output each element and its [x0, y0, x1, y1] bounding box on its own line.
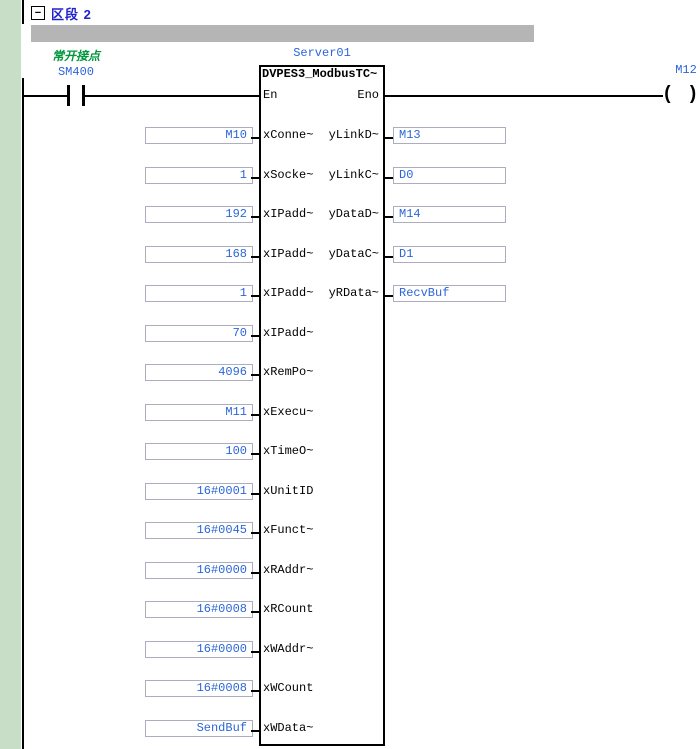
power-rail-segment-top — [22, 0, 24, 24]
input-pin-label: xUnitID — [263, 484, 314, 498]
fb-en-pin-label: En — [263, 88, 278, 102]
input-pin-label: xTimeO~ — [263, 444, 314, 458]
coil-symbol-open[interactable]: ( — [662, 83, 674, 105]
input-value-box[interactable]: M11 — [145, 404, 253, 421]
output-pin-connector — [385, 216, 393, 218]
input-pin-connector — [251, 493, 261, 495]
input-value-box[interactable]: 192 — [145, 206, 253, 223]
input-value-box[interactable]: 16#0045 — [145, 522, 253, 539]
editor-left-margin — [0, 0, 21, 749]
fb-instance-name[interactable]: Server01 — [293, 46, 351, 60]
fb-type-name: DVPES3_ModbusTC~ — [262, 67, 378, 81]
input-pin-label: xConne~ — [263, 128, 314, 142]
output-pin-label: yLinkD~ — [328, 128, 379, 142]
output-pin-label: yLinkC~ — [328, 168, 379, 182]
input-pin-label: xWData~ — [263, 721, 314, 735]
input-pin-connector — [251, 730, 261, 732]
input-pin-connector — [251, 256, 261, 258]
input-value-box[interactable]: 16#0008 — [145, 680, 253, 697]
input-value-box[interactable]: 4096 — [145, 364, 253, 381]
output-value-box[interactable]: D0 — [393, 167, 506, 184]
input-pin-label: xFunct~ — [263, 523, 314, 537]
input-pin-connector — [251, 335, 261, 337]
input-value-box[interactable]: 1 — [145, 285, 253, 302]
power-rail-segment-network — [22, 78, 24, 749]
output-value-box[interactable]: M13 — [393, 127, 506, 144]
output-pin-connector — [385, 177, 393, 179]
output-pin-connector — [385, 256, 393, 258]
output-pin-connector — [385, 295, 393, 297]
input-pin-label: xIPadd~ — [263, 247, 314, 261]
output-pin-label: yRData~ — [328, 286, 379, 300]
output-value-box[interactable]: RecvBuf — [393, 285, 506, 302]
contact-comment-label: 常开接点 — [51, 49, 100, 63]
rung-wire-contact-to-block — [85, 95, 259, 97]
output-pin-connector — [385, 137, 393, 139]
input-pin-connector — [251, 690, 261, 692]
input-pin-label: xIPadd~ — [263, 207, 314, 221]
input-pin-label: xSocke~ — [263, 168, 314, 182]
coil-symbol-close[interactable]: ) — [687, 83, 699, 105]
input-value-box[interactable]: SendBuf — [145, 720, 253, 737]
rung-wire-rail-to-contact — [24, 95, 68, 97]
input-value-box[interactable]: 16#0000 — [145, 641, 253, 658]
input-value-box[interactable]: 16#0000 — [145, 562, 253, 579]
input-pin-connector — [251, 414, 261, 416]
fb-eno-pin-label: Eno — [357, 88, 379, 102]
input-pin-connector — [251, 295, 261, 297]
input-pin-connector — [251, 177, 261, 179]
coil-operand-label[interactable]: M12 — [675, 63, 697, 77]
contact-operand-label[interactable]: SM400 — [57, 65, 94, 79]
input-pin-connector — [251, 651, 261, 653]
input-pin-label: xIPadd~ — [263, 326, 314, 340]
output-pin-label: yDataD~ — [328, 207, 379, 221]
output-value-box[interactable]: M14 — [393, 206, 506, 223]
input-pin-label: xExecu~ — [263, 405, 314, 419]
output-value-box[interactable]: D1 — [393, 246, 506, 263]
function-block[interactable] — [259, 65, 385, 746]
input-value-box[interactable]: 100 — [145, 443, 253, 460]
input-pin-label: xRAddr~ — [263, 563, 314, 577]
input-value-box[interactable]: M10 — [145, 127, 253, 144]
input-pin-connector — [251, 374, 261, 376]
input-pin-label: xRemPo~ — [263, 365, 314, 379]
input-value-box[interactable]: 1 — [145, 167, 253, 184]
input-value-box[interactable]: 16#0008 — [145, 601, 253, 618]
input-pin-connector — [251, 532, 261, 534]
input-pin-label: xWAddr~ — [263, 642, 314, 656]
input-pin-connector — [251, 572, 261, 574]
input-pin-connector — [251, 453, 261, 455]
contact-bar-right[interactable] — [82, 85, 85, 106]
input-pin-connector — [251, 611, 261, 613]
contact-bar-left[interactable] — [67, 85, 70, 106]
input-pin-label: xRCount — [263, 602, 314, 616]
minus-icon: − — [34, 7, 42, 19]
input-value-box[interactable]: 168 — [145, 246, 253, 263]
output-pin-label: yDataC~ — [328, 247, 379, 261]
input-pin-connector — [251, 216, 261, 218]
section-collapse-button[interactable]: − — [31, 6, 45, 20]
input-pin-label: xWCount — [263, 681, 314, 695]
input-value-box[interactable]: 16#0001 — [145, 483, 253, 500]
input-value-box[interactable]: 70 — [145, 325, 253, 342]
input-pin-label: xIPadd~ — [263, 286, 314, 300]
network-comment-bar[interactable] — [31, 25, 534, 42]
input-pin-connector — [251, 137, 261, 139]
section-title[interactable]: 区段 2 — [51, 7, 92, 22]
rung-wire-block-to-coil — [385, 95, 663, 97]
